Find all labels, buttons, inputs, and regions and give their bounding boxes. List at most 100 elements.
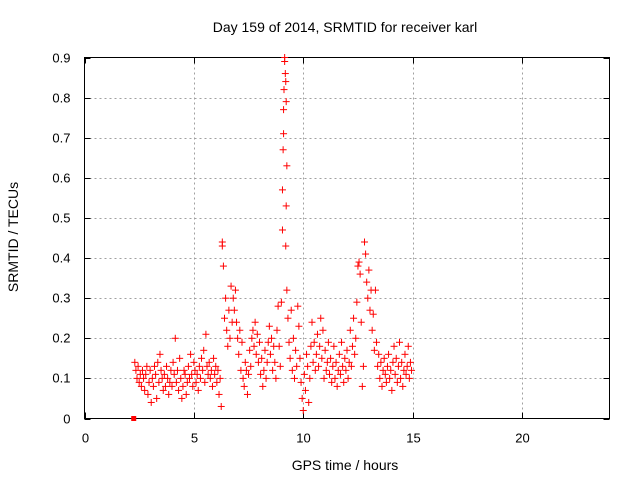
data-point (355, 258, 363, 266)
data-point (351, 350, 359, 358)
data-point (254, 358, 262, 366)
data-point (223, 326, 231, 334)
data-point (365, 266, 373, 274)
data-point (184, 362, 192, 370)
data-point (131, 416, 137, 421)
data-point-marker (131, 416, 137, 421)
data-point (191, 366, 199, 374)
data-point (231, 286, 239, 294)
data-point (142, 370, 150, 378)
data-point (282, 98, 290, 106)
data-point (319, 326, 327, 334)
data-point (229, 294, 237, 302)
data-point (322, 366, 330, 374)
data-point (227, 282, 235, 290)
data-point (282, 78, 290, 86)
data-point (294, 302, 302, 310)
data-point (261, 346, 269, 354)
data-point (200, 346, 208, 354)
data-point (326, 370, 333, 378)
data-point (198, 354, 206, 362)
data-point (386, 374, 394, 382)
data-point (133, 374, 141, 382)
data-point (383, 362, 391, 370)
y-tick-label: 0.6 (52, 171, 70, 186)
data-point (163, 362, 171, 370)
data-point (135, 378, 143, 386)
data-point (241, 358, 249, 366)
data-point (282, 242, 290, 250)
data-point (260, 366, 268, 374)
data-point (333, 382, 341, 390)
data-point (327, 354, 335, 362)
x-tick-label: 15 (406, 431, 420, 446)
data-point (316, 342, 324, 350)
data-point (265, 322, 273, 330)
data-point (216, 374, 224, 382)
data-point (235, 350, 243, 358)
data-point (392, 354, 400, 362)
data-point (286, 354, 294, 362)
data-point (340, 378, 348, 386)
data-point (296, 354, 304, 362)
data-point (212, 362, 220, 370)
data-point (268, 334, 276, 342)
data-point (269, 366, 277, 374)
data-point (329, 362, 337, 370)
data-point (308, 318, 316, 326)
data-point (217, 402, 225, 410)
data-point (179, 382, 187, 390)
data-point (404, 342, 412, 350)
data-point (262, 374, 270, 382)
data-point (285, 338, 293, 346)
data-point (161, 382, 169, 390)
data-point (341, 354, 349, 362)
data-point (331, 374, 339, 382)
data-point (165, 390, 173, 398)
data-point (187, 350, 195, 358)
data-point (369, 310, 377, 318)
data-point (204, 370, 212, 378)
data-point (230, 306, 238, 314)
data-point (321, 346, 329, 354)
data-point (401, 350, 409, 358)
data-point (312, 350, 320, 358)
data-point (246, 346, 254, 354)
data-point (324, 338, 332, 346)
data-point (375, 350, 383, 358)
data-point (274, 302, 282, 310)
data-point (181, 370, 189, 378)
data-point (169, 358, 177, 366)
data-point (168, 382, 176, 390)
data-point (402, 370, 410, 378)
axis-ticks (84, 57, 610, 420)
data-point (343, 346, 351, 354)
data-point (376, 374, 384, 382)
data-point (199, 366, 207, 374)
data-point (320, 374, 328, 382)
data-point (222, 294, 230, 302)
data-point (273, 326, 281, 334)
data-point (194, 386, 202, 394)
data-point (131, 358, 139, 366)
data-point (390, 342, 398, 350)
data-point (271, 358, 279, 366)
data-point (173, 366, 181, 374)
x-tick-label: 20 (515, 431, 529, 446)
data-point (157, 366, 165, 374)
data-point (301, 386, 309, 394)
data-point (363, 278, 371, 286)
data-point (189, 382, 197, 390)
y-tick-label: 0.5 (52, 211, 70, 226)
data-point (266, 350, 274, 358)
data-point (307, 342, 315, 350)
data-point (292, 346, 300, 354)
data-point (382, 378, 390, 386)
data-point (278, 226, 286, 234)
data-point (330, 342, 338, 350)
data-point (295, 322, 303, 330)
data-point (148, 374, 156, 382)
data-point (347, 362, 355, 370)
data-point (141, 386, 149, 394)
data-point (399, 382, 407, 390)
